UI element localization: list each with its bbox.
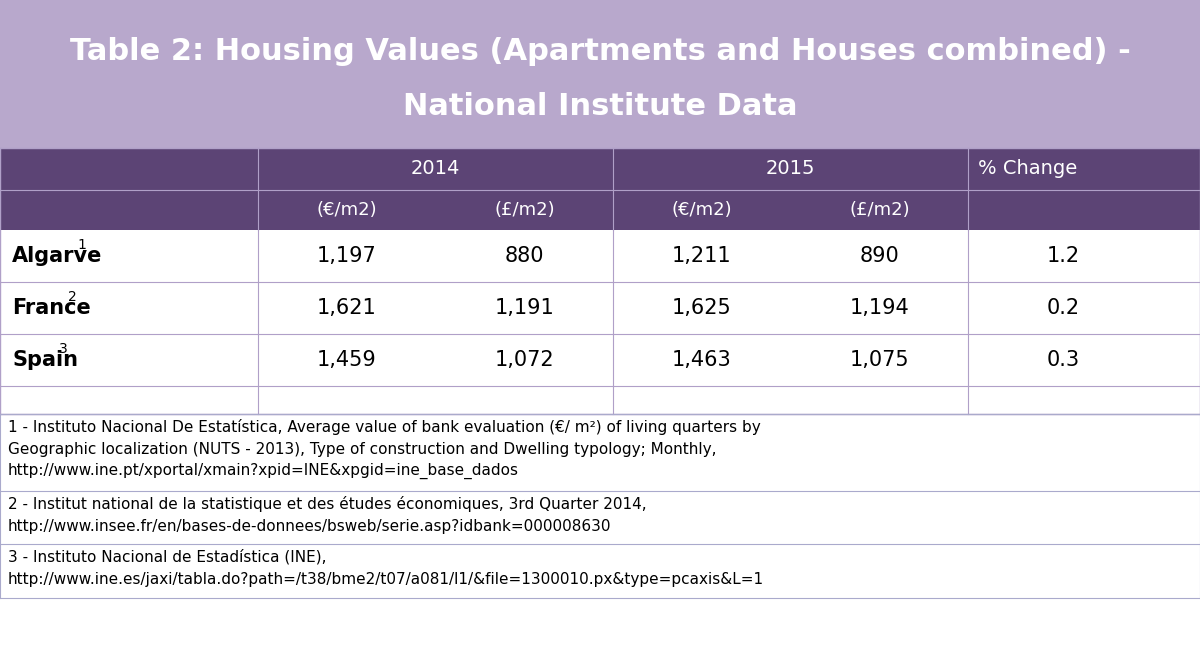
Text: (€/m2): (€/m2)	[317, 201, 377, 219]
Text: Table 2: Housing Values (Apartments and Houses combined) -: Table 2: Housing Values (Apartments and …	[70, 37, 1130, 66]
Text: 2 - Institut national de la statistique et des études économiques, 3rd Quarter 2: 2 - Institut national de la statistique …	[8, 496, 647, 533]
Text: % Change: % Change	[978, 160, 1078, 178]
Text: 1,075: 1,075	[850, 350, 910, 370]
Text: Spain: Spain	[12, 350, 78, 370]
Text: 2014: 2014	[410, 160, 461, 178]
Text: 3 - Instituto Nacional de Estadística (INE),
http://www.ine.es/jaxi/tabla.do?pat: 3 - Instituto Nacional de Estadística (I…	[8, 549, 764, 587]
Bar	[0, 148, 1200, 190]
Text: 880: 880	[505, 246, 544, 266]
Text: (£/m2): (£/m2)	[494, 201, 554, 219]
Bar	[0, 386, 1200, 414]
Text: 1: 1	[77, 237, 86, 251]
Text: 2: 2	[67, 289, 77, 303]
Text: 1,463: 1,463	[672, 350, 732, 370]
Text: 1,194: 1,194	[850, 298, 910, 318]
Text: 1,197: 1,197	[317, 246, 377, 266]
Text: 1.2: 1.2	[1046, 246, 1080, 266]
Bar	[0, 230, 1200, 282]
Text: 1,621: 1,621	[317, 298, 377, 318]
Bar	[0, 334, 1200, 386]
Text: 0.3: 0.3	[1046, 350, 1080, 370]
Text: 1,191: 1,191	[494, 298, 554, 318]
Text: 890: 890	[859, 246, 900, 266]
Bar	[0, 282, 1200, 334]
Text: 2015: 2015	[766, 160, 816, 178]
Text: National Institute Data: National Institute Data	[403, 92, 797, 121]
Text: 1,072: 1,072	[494, 350, 554, 370]
Text: (€/m2): (€/m2)	[672, 201, 732, 219]
Text: (£/m2): (£/m2)	[850, 201, 910, 219]
Text: 0.2: 0.2	[1046, 298, 1080, 318]
Text: 1 - Instituto Nacional De Estatística, Average value of bank evaluation (€/ m²) : 1 - Instituto Nacional De Estatística, A…	[8, 419, 761, 479]
Text: 1,459: 1,459	[317, 350, 377, 370]
Bar	[0, 190, 1200, 230]
Text: Algarve: Algarve	[12, 246, 102, 266]
Text: 1,625: 1,625	[672, 298, 732, 318]
Text: 1,211: 1,211	[672, 246, 732, 266]
Text: France: France	[12, 298, 91, 318]
Bar	[0, 0, 1200, 148]
Text: 3: 3	[59, 342, 67, 356]
